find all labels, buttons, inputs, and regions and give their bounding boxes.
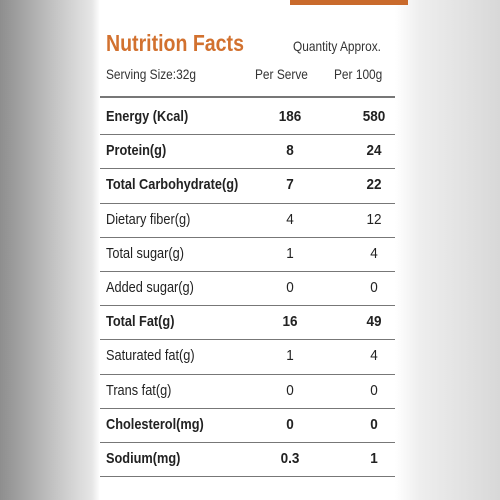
per-100g: 24 (366, 142, 382, 160)
row-label: Dietary fiber(g) (106, 210, 191, 228)
serving-size: Serving Size:32g (106, 66, 196, 82)
row-rule (100, 339, 395, 341)
row-label: Protein(g) (106, 142, 167, 160)
per-100g: 22 (366, 176, 382, 194)
row-label: Sodium(mg) (106, 450, 181, 467)
per-100g: 0 (370, 279, 378, 296)
per-serve: 1 (286, 347, 294, 365)
row-label: Total sugar(g) (106, 244, 184, 262)
per-serve: 186 (278, 108, 302, 125)
per-100g: 49 (366, 313, 382, 331)
per-serve: 16 (282, 313, 298, 331)
row-rule (100, 305, 395, 307)
row-label: Energy (Kcal) (106, 108, 189, 125)
row-rule (100, 168, 395, 170)
header-rule (100, 96, 395, 98)
per-serve: 0 (286, 381, 294, 399)
per-100g: 580 (362, 108, 386, 125)
per-100g: 0 (370, 381, 378, 399)
row-rule (100, 134, 395, 136)
row-rule (100, 236, 395, 238)
row-rule (100, 442, 395, 443)
row-rule (100, 202, 395, 204)
per-serve: 1 (286, 244, 294, 262)
row-label: Total Fat(g) (106, 313, 175, 331)
per-100g: 4 (370, 244, 378, 262)
col-100g: Per 100g (334, 66, 383, 82)
per-serve: 0 (286, 279, 294, 296)
row-label: Saturated fat(g) (106, 347, 195, 365)
row-label: Cholesterol(mg) (106, 415, 204, 433)
orange-strip (290, 0, 408, 5)
per-100g: 1 (370, 450, 378, 467)
col-serve: Per Serve (255, 66, 308, 82)
per-100g: 0 (370, 415, 378, 433)
per-100g: 12 (366, 210, 382, 228)
title: Nutrition Facts (106, 30, 244, 56)
row-rule (100, 373, 395, 375)
row-label: Trans fat(g) (106, 381, 172, 399)
per-serve: 0.3 (280, 450, 300, 467)
quantity-note: Quantity Approx. (293, 38, 381, 54)
row-rule (100, 476, 395, 478)
per-serve: 4 (286, 210, 294, 228)
row-rule (100, 407, 395, 409)
per-100g: 4 (370, 347, 378, 365)
per-serve: 0 (286, 415, 294, 433)
per-serve: 7 (286, 176, 294, 194)
row-label: Total Carbohydrate(g) (106, 176, 239, 194)
per-serve: 8 (286, 142, 294, 160)
row-rule (100, 271, 395, 272)
row-label: Added sugar(g) (106, 279, 194, 296)
